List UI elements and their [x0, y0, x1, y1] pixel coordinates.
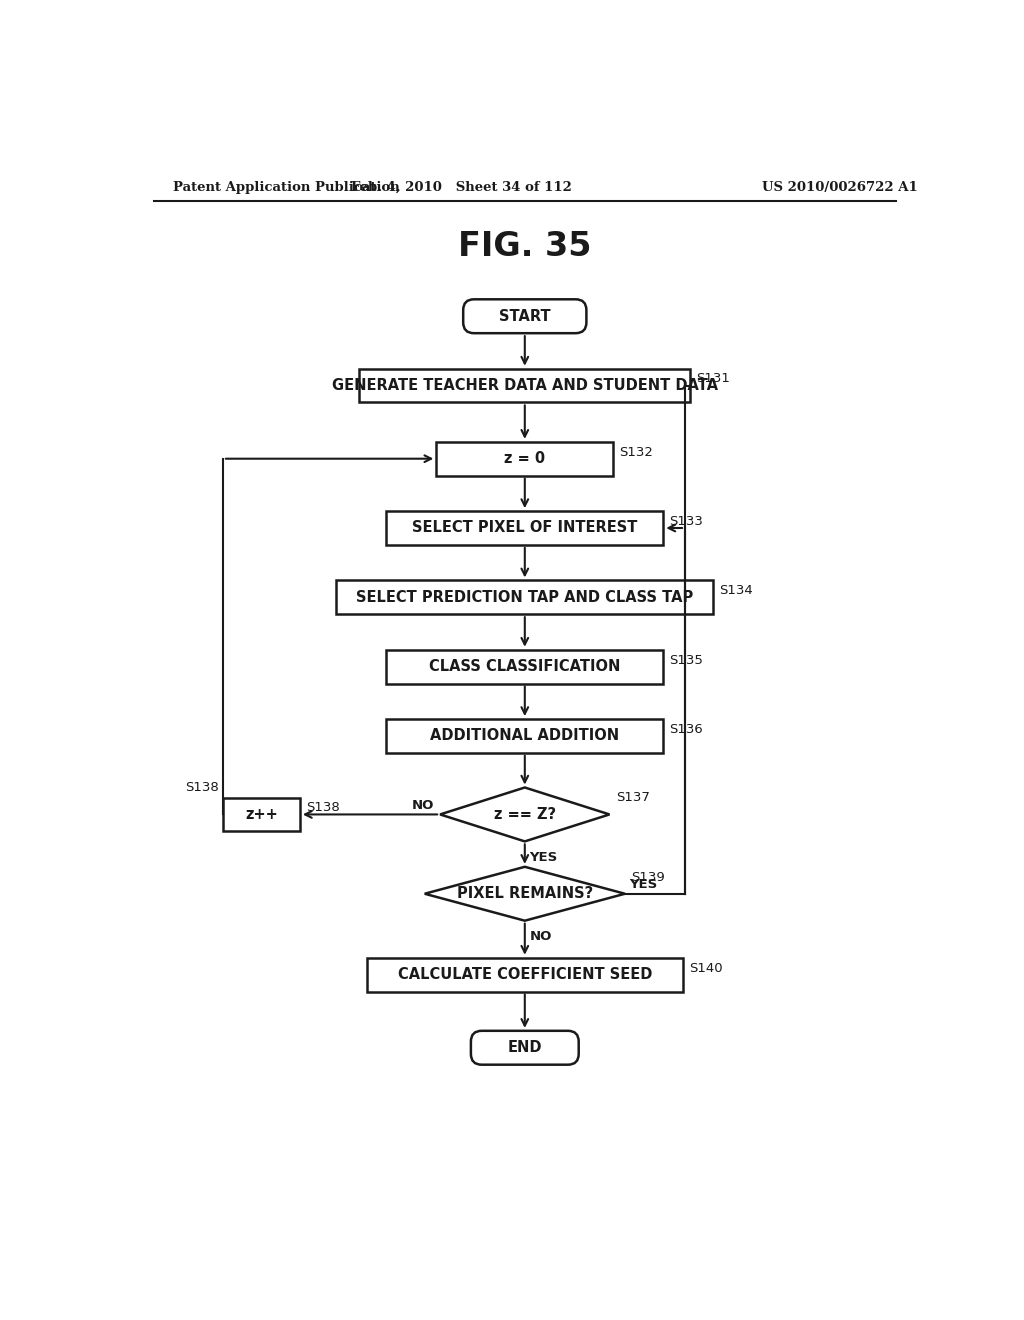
Text: S135: S135 — [670, 653, 703, 667]
Bar — [367, 958, 683, 991]
Text: CALCULATE COEFFICIENT SEED: CALCULATE COEFFICIENT SEED — [397, 968, 652, 982]
FancyBboxPatch shape — [463, 300, 587, 333]
Text: GENERATE TEACHER DATA AND STUDENT DATA: GENERATE TEACHER DATA AND STUDENT DATA — [332, 378, 718, 393]
Text: YES: YES — [629, 878, 657, 891]
Bar — [436, 442, 613, 475]
Text: SELECT PIXEL OF INTEREST: SELECT PIXEL OF INTEREST — [412, 520, 638, 536]
Text: S131: S131 — [696, 372, 730, 385]
Bar — [359, 368, 690, 403]
Text: NO: NO — [412, 799, 434, 812]
Bar — [386, 719, 664, 752]
Text: PIXEL REMAINS?: PIXEL REMAINS? — [457, 886, 593, 902]
Text: z++: z++ — [245, 807, 278, 822]
Text: FIG. 35: FIG. 35 — [458, 231, 592, 264]
Bar — [223, 797, 300, 832]
Text: S140: S140 — [689, 961, 723, 974]
Bar — [386, 511, 664, 545]
Text: S136: S136 — [670, 723, 703, 735]
FancyBboxPatch shape — [471, 1031, 579, 1065]
Text: ADDITIONAL ADDITION: ADDITIONAL ADDITION — [430, 729, 620, 743]
Text: US 2010/0026722 A1: US 2010/0026722 A1 — [762, 181, 918, 194]
Text: Patent Application Publication: Patent Application Publication — [173, 181, 399, 194]
Bar — [386, 649, 664, 684]
Text: CLASS CLASSIFICATION: CLASS CLASSIFICATION — [429, 659, 621, 675]
Text: END: END — [508, 1040, 542, 1055]
Text: S138: S138 — [306, 801, 340, 814]
Text: z = 0: z = 0 — [504, 451, 546, 466]
Text: z == Z?: z == Z? — [494, 807, 556, 822]
Polygon shape — [440, 788, 609, 841]
Text: S133: S133 — [670, 515, 703, 528]
Text: S138: S138 — [185, 780, 219, 793]
Text: START: START — [499, 309, 551, 323]
Text: S137: S137 — [615, 792, 649, 804]
Text: S132: S132 — [620, 446, 653, 458]
Text: NO: NO — [529, 929, 552, 942]
Text: YES: YES — [529, 850, 558, 863]
Polygon shape — [425, 867, 625, 921]
Text: S139: S139 — [631, 871, 665, 883]
Text: SELECT PREDICTION TAP AND CLASS TAP: SELECT PREDICTION TAP AND CLASS TAP — [356, 590, 693, 605]
Text: Feb. 4, 2010   Sheet 34 of 112: Feb. 4, 2010 Sheet 34 of 112 — [351, 181, 572, 194]
Bar — [336, 581, 714, 614]
Text: S134: S134 — [720, 585, 754, 597]
